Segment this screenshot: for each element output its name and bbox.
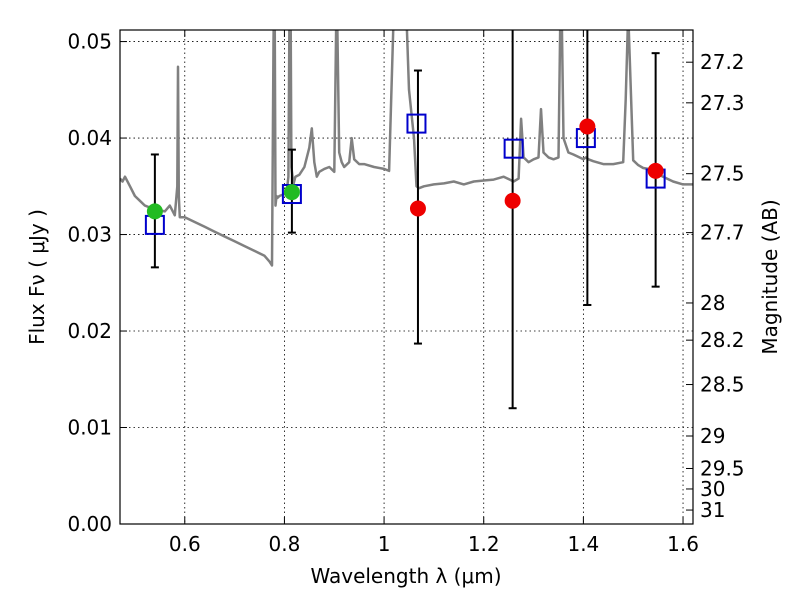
y-tick-label: 0.00 <box>67 512 112 536</box>
y-tick-label: 0.01 <box>67 416 112 440</box>
model-photometry-square <box>503 138 524 159</box>
model-photometry-square <box>406 113 427 134</box>
y2-tick-label: 27.7 <box>700 221 745 245</box>
y2-tick-label: 31 <box>700 498 725 522</box>
observed-points <box>146 118 664 220</box>
x-tick-label: 1.6 <box>667 532 699 556</box>
x-tick-label: 1.4 <box>567 532 599 556</box>
x-tick-label: 0.6 <box>169 532 201 556</box>
observed-flux-point <box>647 162 664 179</box>
x-axis-ticks: 0.6 0.8 1 1.2 1.4 1.6 <box>169 30 699 556</box>
y2-axis-title: Magnitude (AB) <box>758 199 782 354</box>
y2-tick-label: 28.2 <box>700 328 745 352</box>
x-tick-label: 0.8 <box>269 532 301 556</box>
x-tick-label: 1.2 <box>468 532 500 556</box>
observed-flux-point <box>146 203 163 220</box>
y-tick-label: 0.05 <box>67 30 112 54</box>
y2-tick-label: 27.5 <box>700 162 745 186</box>
y2-tick-label: 27.3 <box>700 91 745 115</box>
y2-tick-label: 28.5 <box>700 373 745 397</box>
observed-flux-point <box>504 192 521 209</box>
y-tick-label: 0.02 <box>67 319 112 343</box>
y-axis-ticks: 0.00 0.01 0.02 0.03 0.04 0.05 <box>67 30 127 536</box>
y2-tick-label: 29.5 <box>700 456 745 480</box>
x-tick-label: 1 <box>378 532 391 556</box>
y-tick-label: 0.04 <box>67 126 112 150</box>
observed-flux-point <box>283 184 300 201</box>
y2-tick-label: 27.2 <box>700 50 745 74</box>
y2-tick-label: 28 <box>700 291 725 315</box>
y2-tick-label: 30 <box>700 477 725 501</box>
observed-flux-point <box>579 118 596 135</box>
plot-frame <box>119 29 694 525</box>
x-axis-title: Wavelength λ (μm) <box>310 564 501 588</box>
observed-flux-point <box>409 200 426 217</box>
plot-area <box>120 30 693 410</box>
model-spectrum-line <box>120 30 693 267</box>
y-axis-title: Flux Fν ( μJy ) <box>25 209 49 345</box>
y2-tick-label: 29 <box>700 424 725 448</box>
y-tick-label: 0.03 <box>67 223 112 247</box>
